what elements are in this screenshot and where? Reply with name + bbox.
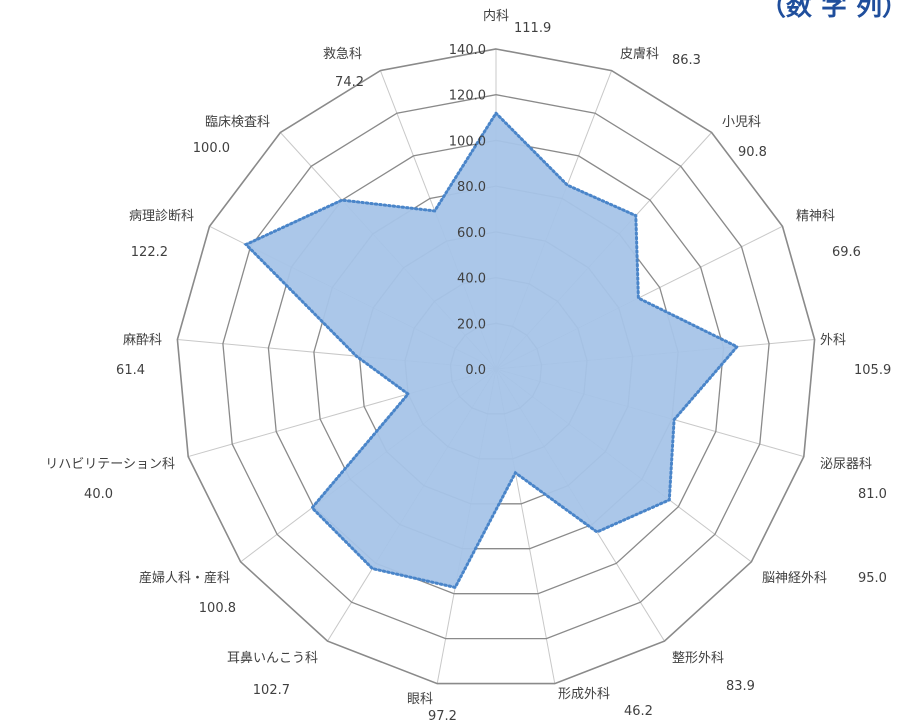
value-label: 86.3 <box>672 53 701 68</box>
category-label: 眼科 <box>407 692 433 707</box>
category-label: 小児科 <box>722 115 761 130</box>
value-label: 122.2 <box>131 245 168 260</box>
value-label: 97.2 <box>428 709 457 724</box>
tick-label: 140.0 <box>449 43 486 58</box>
tick-label: 120.0 <box>449 89 486 104</box>
category-labels: 内科 111.9 皮膚科 86.3 小児科 90.8 精神科 69.6 外科 105.9 泌尿器科 8… <box>45 8 891 724</box>
value-label: 81.0 <box>858 487 887 502</box>
tick-label: 100.0 <box>449 134 486 149</box>
value-label: 102.7 <box>253 683 290 698</box>
category-label: 内科 <box>483 8 509 24</box>
value-label: 74.2 <box>335 75 364 90</box>
category-label: リハビリテーション科 <box>45 457 175 472</box>
category-label: 産婦人科・産科 <box>139 570 230 586</box>
value-label: 95.0 <box>858 571 887 586</box>
category-label: 救急科 <box>323 46 362 62</box>
tick-label: 40.0 <box>457 272 486 287</box>
tick-label: 20.0 <box>457 317 486 332</box>
corner-label: （数 字 列） <box>759 0 908 22</box>
category-label: 麻酔科 <box>123 333 162 348</box>
value-label: 90.8 <box>738 145 767 160</box>
radar-series <box>243 110 740 590</box>
radar-ring <box>176 48 816 685</box>
series-area <box>243 110 740 590</box>
tick-label: 0.0 <box>465 363 486 378</box>
value-label: 100.8 <box>199 601 236 616</box>
category-label: 皮膚科 <box>620 46 659 62</box>
category-label: 泌尿器科 <box>820 457 872 472</box>
radar-ring <box>222 94 770 640</box>
category-label: 整形外科 <box>672 651 724 666</box>
tick-label: 80.0 <box>457 180 486 195</box>
category-label: 病理診断科 <box>129 208 194 224</box>
category-label: 耳鼻いんこう科 <box>227 650 318 666</box>
value-label: 61.4 <box>116 363 145 378</box>
value-label: 40.0 <box>84 487 113 502</box>
value-label: 83.9 <box>726 679 755 694</box>
category-label: 形成外科 <box>558 687 610 702</box>
value-label: 69.6 <box>832 245 861 260</box>
category-label: 精神科 <box>796 209 835 224</box>
category-label: 臨床検査科 <box>205 115 270 130</box>
value-label: 100.0 <box>193 141 230 156</box>
value-label: 105.9 <box>854 363 891 378</box>
value-label: 111.9 <box>514 21 551 36</box>
tick-label: 60.0 <box>457 226 486 241</box>
category-label: 外科 <box>820 333 846 348</box>
value-label: 46.2 <box>624 704 653 719</box>
category-label: 脳神経外科 <box>762 571 827 586</box>
radial-tick-labels: 0.0 20.0 40.0 60.0 80.0 100.0 120.0 140.0 <box>449 43 486 378</box>
